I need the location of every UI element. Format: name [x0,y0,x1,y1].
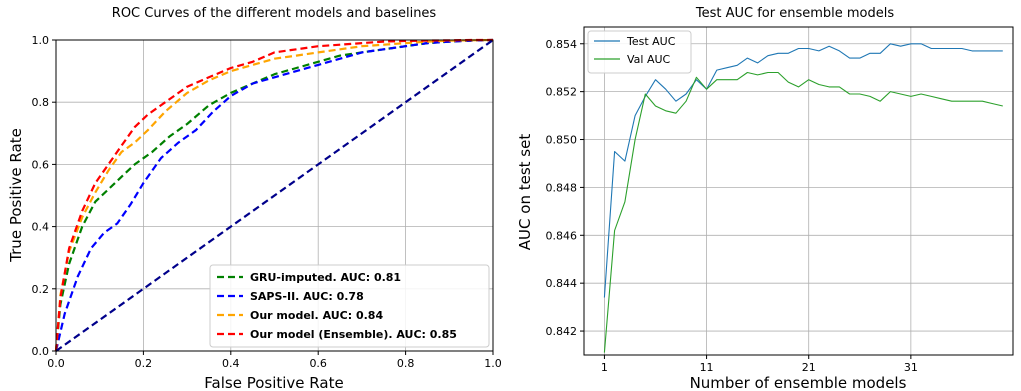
roc-x-tick-label: 0.8 [397,357,415,370]
legend-entry-val-auc-label: Val AUC [627,53,671,66]
ensemble-x-tick-label: 21 [802,361,816,374]
ensemble-x-tick-label: 11 [700,361,714,374]
legend-entry-gru-imputed-label: GRU-imputed. AUC: 0.81 [250,271,401,284]
roc-y-tick-label: 0.4 [32,221,50,234]
ensemble-auc-chart: Test AUC for ensemble models 1 11 21 310.84… [516,6,1014,391]
ensemble-x-tick-label: 1 [601,361,608,374]
roc-ticks: 0.0 0.2 0.4 0.6 0.8 1.0 0.0 0.2 0.4 0.6 0.8 1.0 [32,34,502,370]
roc-series-group [54,38,494,352]
ensemble-y-tick-label: 0.846 [546,229,578,242]
our-model-ensemble-curve [54,38,493,352]
roc-chart-title: ROC Curves of the different models and b… [112,6,437,21]
ensemble-legend: Test AUC Val AUC [587,30,692,74]
ensemble-y-tick-label: 0.852 [546,86,578,99]
roc-x-axis-label: False Positive Rate [204,374,343,391]
ensemble-x-axis-label: Number of ensemble models [690,374,907,391]
ensemble-y-tick-label: 0.844 [546,277,578,290]
ensemble-y-tick-label: 0.850 [546,134,578,147]
ensemble-y-tick-label: 0.842 [546,325,578,338]
roc-chart: ROC Curves of the different models and b… [7,6,502,391]
saps-ii-curve [54,38,494,352]
legend-entry-our-model-ensemble-label: Our model (Ensemble). AUC: 0.85 [250,328,457,341]
ensemble-grid [584,27,1013,355]
roc-y-tick-label: 0.8 [32,96,50,109]
roc-x-tick-label: 0.6 [309,357,327,370]
legend-entry-our-model-label: Our model. AUC: 0.84 [250,309,383,322]
chance-diagonal-line [55,39,494,352]
roc-x-tick-label: 0.0 [47,357,65,370]
test-auc-line [603,43,1003,298]
ensemble-x-tick-label: 31 [904,361,918,374]
ensemble-chart-title: Test AUC for ensemble models [695,6,895,21]
ensemble-plot-frame [583,26,1014,356]
roc-legend: GRU-imputed. AUC: 0.81 SAPS-II. AUC: 0.78… [209,264,490,348]
roc-x-tick-label: 0.4 [222,357,240,370]
roc-x-tick-label: 1.0 [484,357,502,370]
ensemble-ticks: 1 11 21 310.8420.8440.8460.8480.8500.8520.8… [546,38,918,374]
legend-entry-saps-ii-label: SAPS-II. AUC: 0.78 [250,290,364,303]
roc-y-axis-label: True Positive Rate [7,128,25,263]
roc-y-tick-label: 0.2 [32,283,50,296]
legend-entry-test-auc-label: Test AUC [626,35,676,48]
roc-plot-frame [55,39,494,352]
ensemble-y-axis-label: AUC on test set [516,134,534,251]
ensemble-series-group [603,43,1003,353]
our-model-curve [54,38,494,352]
roc-x-tick-label: 0.2 [135,357,153,370]
roc-y-tick-label: 1.0 [32,34,50,47]
roc-y-tick-label: 0.6 [32,158,50,171]
roc-y-tick-label: 0.0 [32,345,50,358]
ensemble-y-tick-label: 0.854 [546,38,578,51]
roc-legend-box [209,264,490,348]
val-auc-line [603,71,1003,353]
ensemble-y-tick-label: 0.848 [546,181,578,194]
